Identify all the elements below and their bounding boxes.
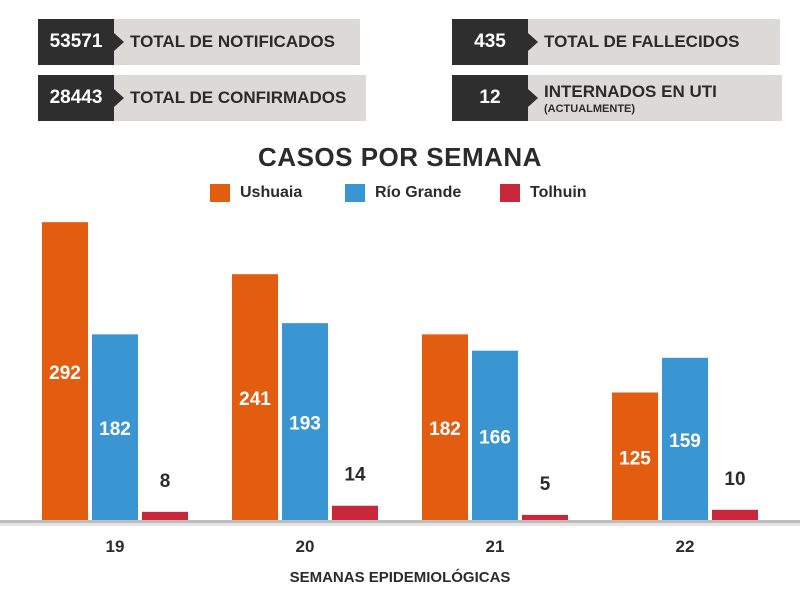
- data-label: 241: [239, 389, 271, 410]
- x-tick-label: 20: [296, 537, 315, 556]
- legend-label: Ushuaia: [240, 184, 303, 201]
- stat-total-confirmados: 28443 TOTAL DE CONFIRMADOS: [38, 75, 366, 121]
- bar: [662, 357, 708, 520]
- x-tick-label: 21: [486, 537, 505, 556]
- stat-value: 28443: [38, 75, 124, 121]
- stat-label: TOTAL DE NOTIFICADOS: [114, 19, 360, 65]
- stat-label: TOTAL DE CONFIRMADOS: [114, 75, 366, 121]
- legend-swatch: [500, 184, 520, 202]
- data-label: 166: [479, 427, 511, 448]
- x-tick-label: 22: [676, 537, 695, 556]
- bar: [612, 392, 658, 520]
- legend-item-tolhuin: Tolhuin: [500, 184, 587, 202]
- bar: [422, 334, 468, 520]
- bar: [92, 334, 138, 520]
- data-label: 125: [619, 448, 651, 469]
- bar: [472, 350, 518, 520]
- stat-label: INTERNADOS EN UTI (ACTUALMENTE): [528, 75, 782, 121]
- bar: [522, 514, 568, 520]
- chart-title: CASOS POR SEMANA: [258, 142, 542, 172]
- bar: [142, 511, 188, 520]
- stat-label: TOTAL DE FALLECIDOS: [528, 19, 780, 65]
- stat-value: 12: [452, 75, 538, 121]
- stat-sublabel: (ACTUALMENTE): [544, 102, 636, 115]
- stat-internados-uti: 12 INTERNADOS EN UTI (ACTUALMENTE): [452, 75, 782, 121]
- x-axis-shadow: [0, 523, 800, 526]
- data-label: 5: [540, 474, 551, 495]
- data-label: 14: [344, 465, 366, 486]
- legend-item-rio-grande: Río Grande: [345, 184, 461, 202]
- legend-item-ushuaia: Ushuaia: [210, 184, 302, 202]
- stat-total-notificados: 53571 TOTAL DE NOTIFICADOS: [38, 19, 360, 65]
- data-label: 8: [160, 471, 171, 492]
- data-label: 159: [669, 431, 701, 452]
- data-label: 182: [99, 419, 131, 440]
- legend-swatch: [210, 184, 230, 202]
- bar: [282, 323, 328, 520]
- bar: [332, 505, 378, 520]
- data-label: 182: [429, 419, 461, 440]
- stat-total-fallecidos: 435 TOTAL DE FALLECIDOS: [452, 19, 780, 65]
- stat-value: 435: [452, 19, 538, 65]
- x-axis-line: [0, 520, 800, 523]
- legend-swatch: [345, 184, 365, 202]
- bar: [42, 222, 88, 520]
- stat-value: 53571: [38, 19, 124, 65]
- data-label: 292: [49, 363, 81, 384]
- data-label: 10: [724, 469, 745, 490]
- bar: [232, 274, 278, 520]
- x-tick-label: 19: [106, 537, 125, 556]
- legend-label: Tolhuin: [530, 184, 587, 201]
- legend-label: Río Grande: [375, 184, 462, 201]
- bar: [712, 509, 758, 520]
- data-label: 193: [289, 414, 321, 435]
- x-axis-label: SEMANAS EPIDEMIOLÓGICAS: [289, 569, 511, 586]
